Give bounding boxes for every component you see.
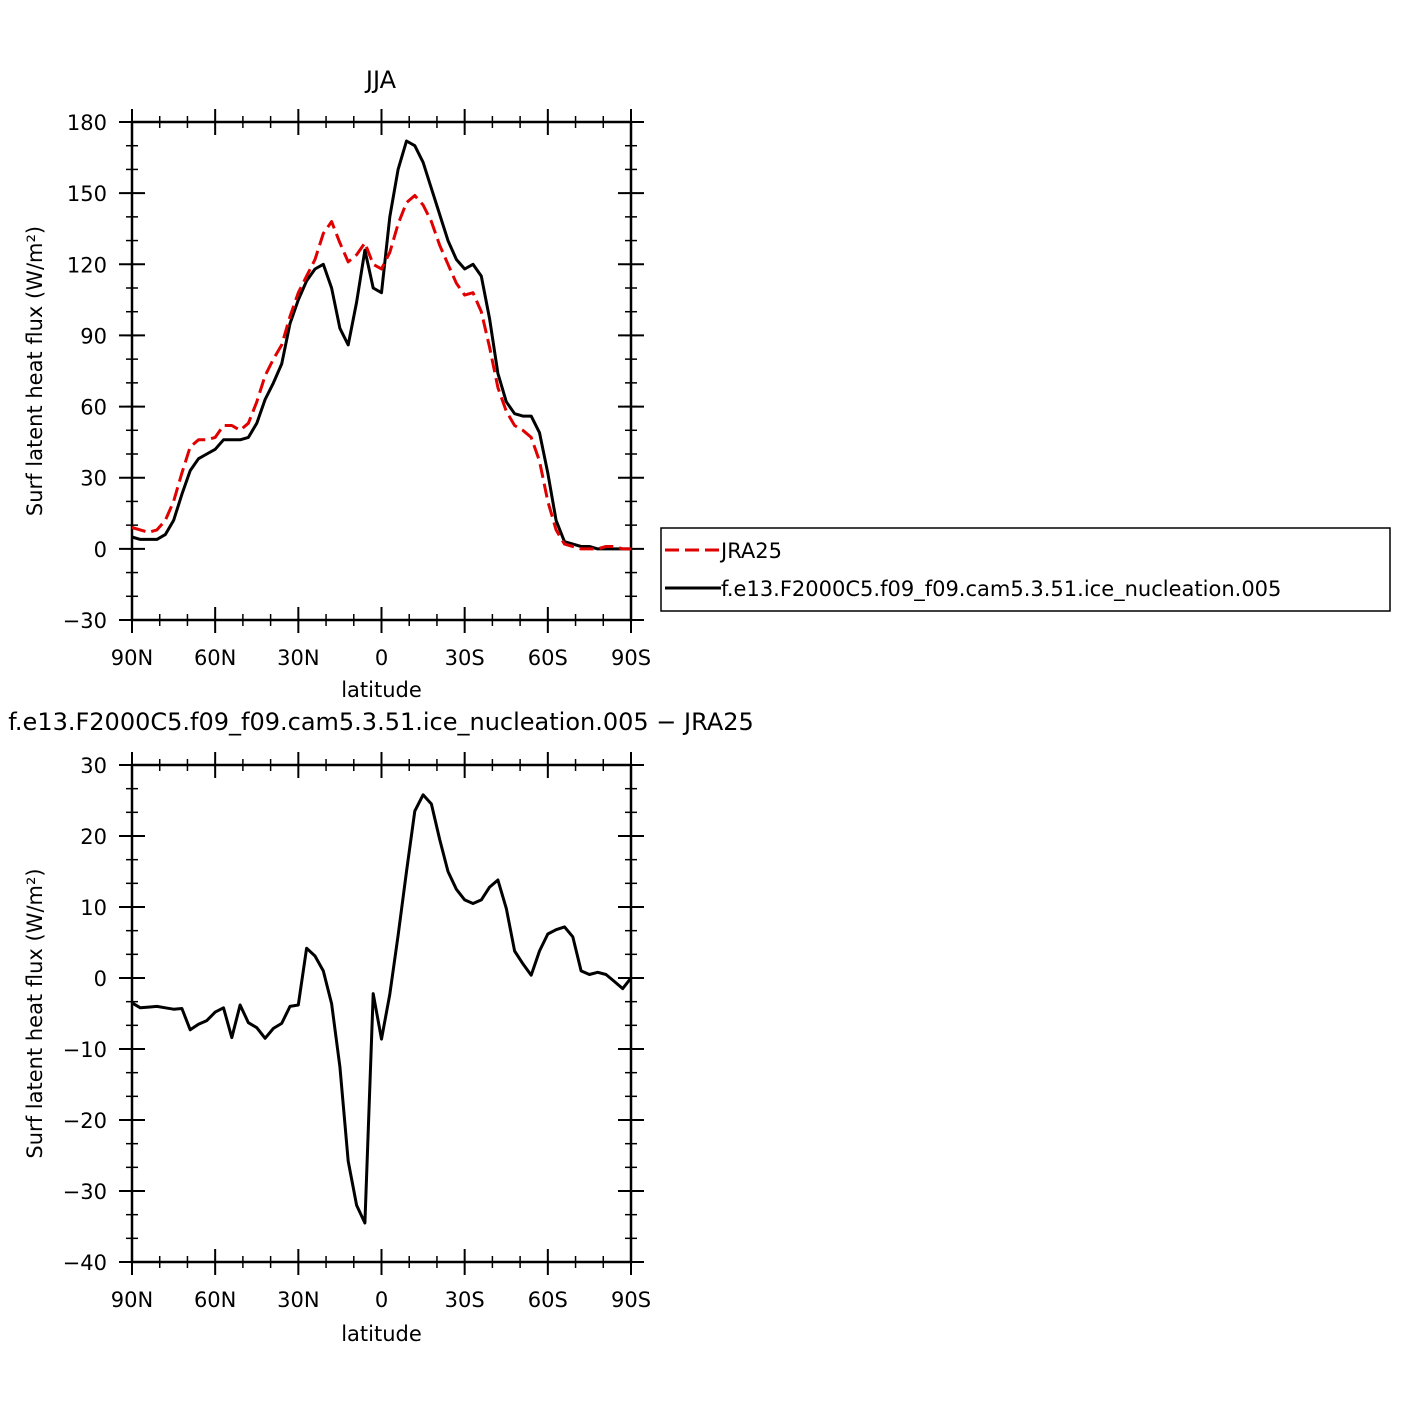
x-tick-label: 90S [611, 1288, 651, 1312]
series-line-1 [131, 793, 633, 1225]
y-tick-label: 180 [67, 111, 107, 135]
x-tick-label: 90S [611, 646, 651, 670]
y-tick-label: 0 [94, 538, 107, 562]
y-tick-label: 90 [80, 324, 107, 348]
legend-box [660, 527, 1391, 612]
x-tick-label: 90N [111, 1288, 153, 1312]
y-tick-label: −10 [63, 1038, 107, 1062]
x-tick-label: 60N [194, 1288, 236, 1312]
y-tick-label: 0 [94, 967, 107, 991]
series-line-2 [131, 139, 631, 551]
chart-panel-2: f.e13.F2000C5.f09_f09.cam5.3.51.ice_nucl… [8, 708, 754, 1346]
chart-title: JJA [364, 66, 397, 94]
x-axis-title: latitude [341, 1322, 422, 1346]
x-tick-label: 0 [375, 1288, 388, 1312]
y-tick-label: −30 [63, 1180, 107, 1204]
y-tick-label: 30 [80, 467, 107, 491]
chart-panel-1: JJA 90N 60N 30N 0 30S 60S 90S −30 0 30 60 90 120 150 18… [23, 66, 1391, 702]
series-line-1 [131, 194, 631, 551]
y-tick-label: 60 [80, 396, 107, 420]
legend-label: f.e13.F2000C5.f09_f09.cam5.3.51.ice_nucl… [721, 577, 1281, 602]
x-axis-title: latitude [341, 678, 422, 702]
chart-title: f.e13.F2000C5.f09_f09.cam5.3.51.ice_nucl… [8, 708, 754, 736]
x-tick-label: 60N [194, 646, 236, 670]
y-tick-label: 30 [80, 754, 107, 778]
x-tick-label: 30N [277, 1288, 319, 1312]
y-tick-label: −40 [63, 1251, 107, 1275]
x-tick-label: 90N [111, 646, 153, 670]
y-tick-label: 150 [67, 182, 107, 206]
x-tick-label: 0 [375, 646, 388, 670]
legend-label: JRA25 [719, 539, 782, 563]
y-axis-title: Surf latent heat flux (W/m²) [23, 226, 47, 516]
x-tick-label: 60S [528, 1288, 568, 1312]
y-axis-title: Surf latent heat flux (W/m²) [23, 868, 47, 1158]
y-tick-label: 10 [80, 896, 107, 920]
x-tick-label: 30S [445, 1288, 485, 1312]
y-tick-label: 120 [67, 253, 107, 277]
y-tick-label: −20 [63, 1109, 107, 1133]
x-tick-label: 30N [277, 646, 319, 670]
y-tick-label: 20 [80, 825, 107, 849]
plot-frame [130, 763, 633, 1264]
x-tick-label: 60S [528, 646, 568, 670]
x-tick-label: 30S [445, 646, 485, 670]
legend: JRA25 f.e13.F2000C5.f09_f09.cam5.3.51.ice… [660, 527, 1391, 612]
y-tick-label: −30 [63, 609, 107, 633]
plot-frame [130, 120, 633, 622]
